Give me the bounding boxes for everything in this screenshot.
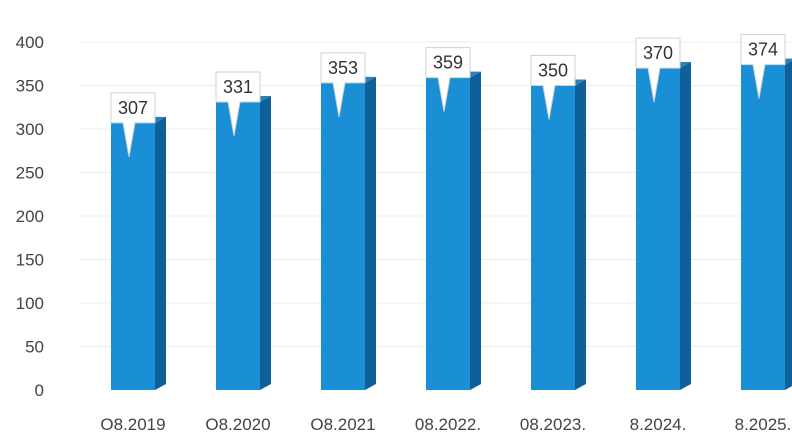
data-label: 307	[110, 92, 156, 157]
data-label-text: 331	[223, 77, 253, 97]
data-label: 359	[425, 47, 471, 112]
y-tick-label: 200	[16, 207, 44, 226]
data-label-callout	[635, 37, 681, 103]
y-tick-label: 100	[16, 294, 44, 313]
bar-side	[365, 76, 376, 390]
bar-front	[426, 77, 470, 391]
data-label-text: 359	[433, 53, 463, 73]
x-tick-label: 8.2024.	[630, 415, 687, 434]
bar-front	[636, 68, 680, 390]
data-label-callout	[320, 52, 366, 117]
data-label-text: 307	[118, 98, 148, 118]
bar-front	[741, 64, 785, 391]
bar	[216, 95, 271, 390]
bar	[111, 116, 166, 391]
bar-side	[575, 79, 586, 390]
bar-side	[680, 62, 691, 391]
bar	[636, 62, 691, 391]
bar	[531, 79, 586, 390]
x-tick-label: 8.2025.	[735, 415, 792, 434]
bar-side	[260, 95, 271, 390]
y-tick-label: 350	[16, 77, 44, 96]
data-label-text: 353	[328, 58, 358, 78]
y-tick-label: 50	[25, 338, 44, 357]
data-label: 331	[215, 71, 261, 137]
bar	[741, 58, 792, 391]
data-label-text: 350	[538, 61, 568, 81]
x-tick-label: O8.2021	[310, 415, 375, 434]
x-tick-label: O8.2020	[205, 415, 270, 434]
y-tick-label: 0	[35, 381, 44, 400]
y-tick-label: 250	[16, 164, 44, 183]
data-label-callout	[110, 92, 156, 157]
data-label: 374	[740, 34, 786, 99]
bar-front	[216, 102, 260, 390]
bars	[111, 58, 792, 391]
data-label: 370	[635, 37, 681, 103]
x-tick-label: 08.2022.	[415, 415, 481, 434]
y-axis: 0 50 100 150 200 250 300 350 400	[16, 33, 44, 400]
bar-side	[155, 116, 166, 391]
x-tick-label: 08.2023.	[520, 415, 586, 434]
bar-side	[470, 71, 481, 391]
data-labels: 307 331 353 359 350 370 374	[110, 34, 786, 157]
bar-side	[785, 60, 792, 390]
data-label-callout	[425, 47, 471, 112]
bar-front	[531, 85, 575, 390]
bar	[321, 76, 376, 390]
data-label-text: 374	[748, 40, 778, 60]
y-tick-label: 300	[16, 120, 44, 139]
data-label: 350	[530, 55, 576, 120]
data-label: 353	[320, 52, 366, 117]
x-tick-label: O8.2019	[100, 415, 165, 434]
bar-front	[111, 122, 155, 390]
y-tick-label: 150	[16, 251, 44, 270]
bar-front	[321, 82, 365, 390]
bar	[426, 71, 481, 391]
data-label-callout	[530, 55, 576, 120]
data-label-callout	[215, 71, 261, 137]
data-label-text: 370	[643, 43, 673, 63]
x-axis: O8.2019 O8.2020 O8.2021 08.2022. 08.2023. 8.2…	[100, 415, 791, 434]
y-tick-label: 400	[16, 33, 44, 52]
data-label-callout	[740, 34, 786, 99]
